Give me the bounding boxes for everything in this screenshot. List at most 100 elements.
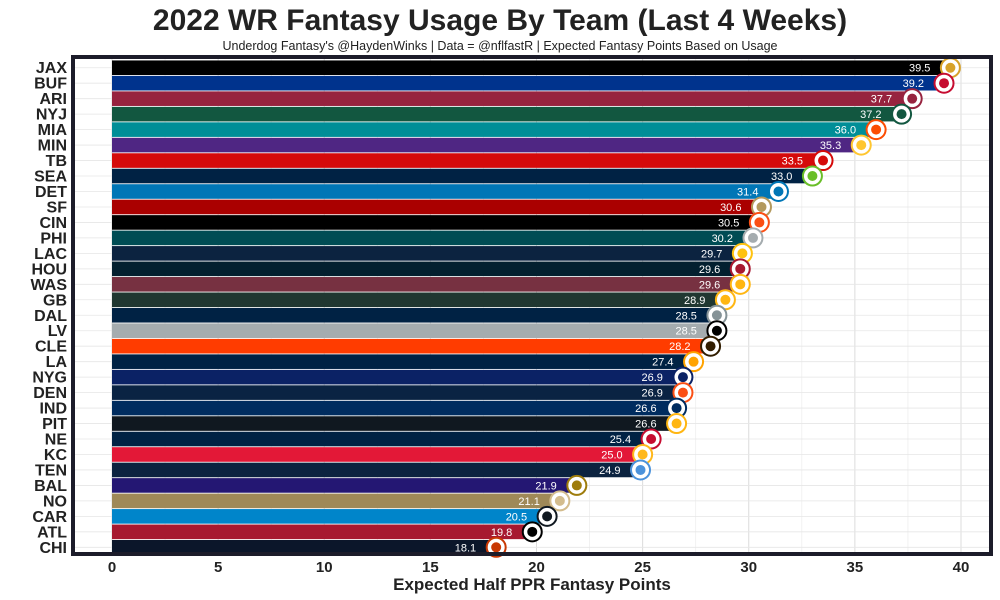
value-label: 19.8 <box>491 527 512 539</box>
bar-den <box>112 385 683 400</box>
x-tick-label: 10 <box>316 559 333 576</box>
team-label: SEA <box>34 169 67 186</box>
value-label: 21.9 <box>535 480 556 492</box>
team-label: ARI <box>39 91 67 108</box>
value-label: 37.7 <box>871 94 892 106</box>
x-axis-label: Expected Half PPR Fantasy Points <box>393 575 671 594</box>
bar-chi <box>112 540 497 555</box>
team-logo-buf <box>933 72 955 94</box>
team-label: HOU <box>31 261 67 278</box>
team-label: PIT <box>42 416 67 433</box>
value-label: 27.4 <box>652 357 673 369</box>
team-logo-det <box>767 180 789 202</box>
team-label: LAC <box>34 246 67 263</box>
team-logo-tb <box>812 150 834 172</box>
bar-cin <box>112 215 760 230</box>
team-label: DET <box>35 184 67 201</box>
value-label: 26.9 <box>642 388 663 400</box>
team-label: TEN <box>35 462 67 479</box>
value-label: 20.5 <box>506 511 527 523</box>
bar-atl <box>112 524 533 540</box>
bar-det <box>112 184 779 199</box>
value-label: 25.4 <box>610 434 631 446</box>
team-label: CLE <box>35 339 67 356</box>
value-label: 33.0 <box>771 171 792 183</box>
team-label: LV <box>48 323 68 340</box>
value-label: 39.5 <box>909 63 930 75</box>
bar-mia <box>112 122 877 137</box>
bar-sea <box>112 168 813 184</box>
bar-nyj <box>112 106 902 122</box>
team-logo-was <box>729 273 751 295</box>
value-label: 28.5 <box>675 326 696 338</box>
team-logo-ten <box>630 459 652 481</box>
value-label: 28.2 <box>669 341 690 353</box>
x-tick-labels: 0 5 10 15 20 25 30 35 40 <box>108 559 970 576</box>
value-label: 28.9 <box>684 295 705 307</box>
bar-cle <box>112 338 711 354</box>
team-logo-atl <box>521 521 543 543</box>
team-label: MIN <box>38 138 67 155</box>
x-tick-label: 20 <box>528 559 545 576</box>
team-label: NO <box>43 493 67 510</box>
value-label: 29.7 <box>701 248 722 260</box>
team-label: BUF <box>34 76 67 93</box>
team-logo-la <box>683 351 705 373</box>
team-label: NE <box>45 432 68 449</box>
value-labels: 39.5 39.2 37.7 37.2 36.0 35.3 33.5 33.0 31.4 30.6… <box>455 63 931 555</box>
value-label: 29.6 <box>699 279 720 291</box>
bar-dal <box>112 307 717 323</box>
bar-jax <box>112 60 951 76</box>
bar-ne <box>112 431 652 447</box>
value-label: 39.2 <box>903 78 924 90</box>
team-label: DAL <box>34 308 67 325</box>
team-label: WAS <box>31 277 68 294</box>
bar-ind <box>112 400 677 416</box>
bar-bal <box>112 478 577 493</box>
x-tick-label: 25 <box>634 559 651 576</box>
chart-subtitle: Underdog Fantasy's @HaydenWinks | Data =… <box>222 39 778 53</box>
value-label: 37.2 <box>860 109 881 121</box>
value-label: 33.5 <box>782 156 803 168</box>
plot-frame <box>71 55 993 556</box>
team-label: PHI <box>40 230 67 247</box>
bar-nyg <box>112 369 683 385</box>
bar-tb <box>112 153 824 168</box>
bar-phi <box>112 230 753 246</box>
bar-kc <box>112 447 643 462</box>
value-label: 35.3 <box>820 140 841 152</box>
bar-min <box>112 137 862 153</box>
bar-la <box>112 354 694 369</box>
value-label: 30.5 <box>718 217 739 229</box>
value-label: 26.6 <box>635 419 656 431</box>
team-logo-pit <box>666 413 688 435</box>
team-label: GB <box>43 292 67 309</box>
bar-gb <box>112 292 726 308</box>
x-tick-label: 15 <box>422 559 439 576</box>
team-logo-cle <box>700 335 722 357</box>
value-label: 36.0 <box>835 125 856 137</box>
bar-hou <box>112 261 741 277</box>
bar-lv <box>112 323 717 339</box>
bar-pit <box>112 416 677 431</box>
team-label: NYJ <box>36 107 67 124</box>
x-tick-label: 35 <box>847 559 864 576</box>
team-label: ATL <box>37 524 67 541</box>
bar-no <box>112 493 560 509</box>
value-label: 24.9 <box>599 465 620 477</box>
team-labels: JAXBUFARINYJMIAMINTBSEADETSFCINPHILACHOU… <box>31 60 68 557</box>
x-tick-label: 0 <box>108 559 116 576</box>
team-logo-car <box>536 505 558 527</box>
team-logo-cin <box>748 211 770 233</box>
value-label: 25.0 <box>601 449 622 461</box>
team-logo-gb <box>714 289 736 311</box>
bar-ten <box>112 462 641 478</box>
team-logo-ari <box>901 88 923 110</box>
value-label: 30.6 <box>720 202 741 214</box>
team-label: CIN <box>39 215 67 232</box>
chart-title: 2022 WR Fantasy Usage By Team (Last 4 We… <box>152 4 848 37</box>
team-label: CAR <box>32 509 67 526</box>
team-logo-min <box>850 134 872 156</box>
team-label: LA <box>46 354 68 371</box>
